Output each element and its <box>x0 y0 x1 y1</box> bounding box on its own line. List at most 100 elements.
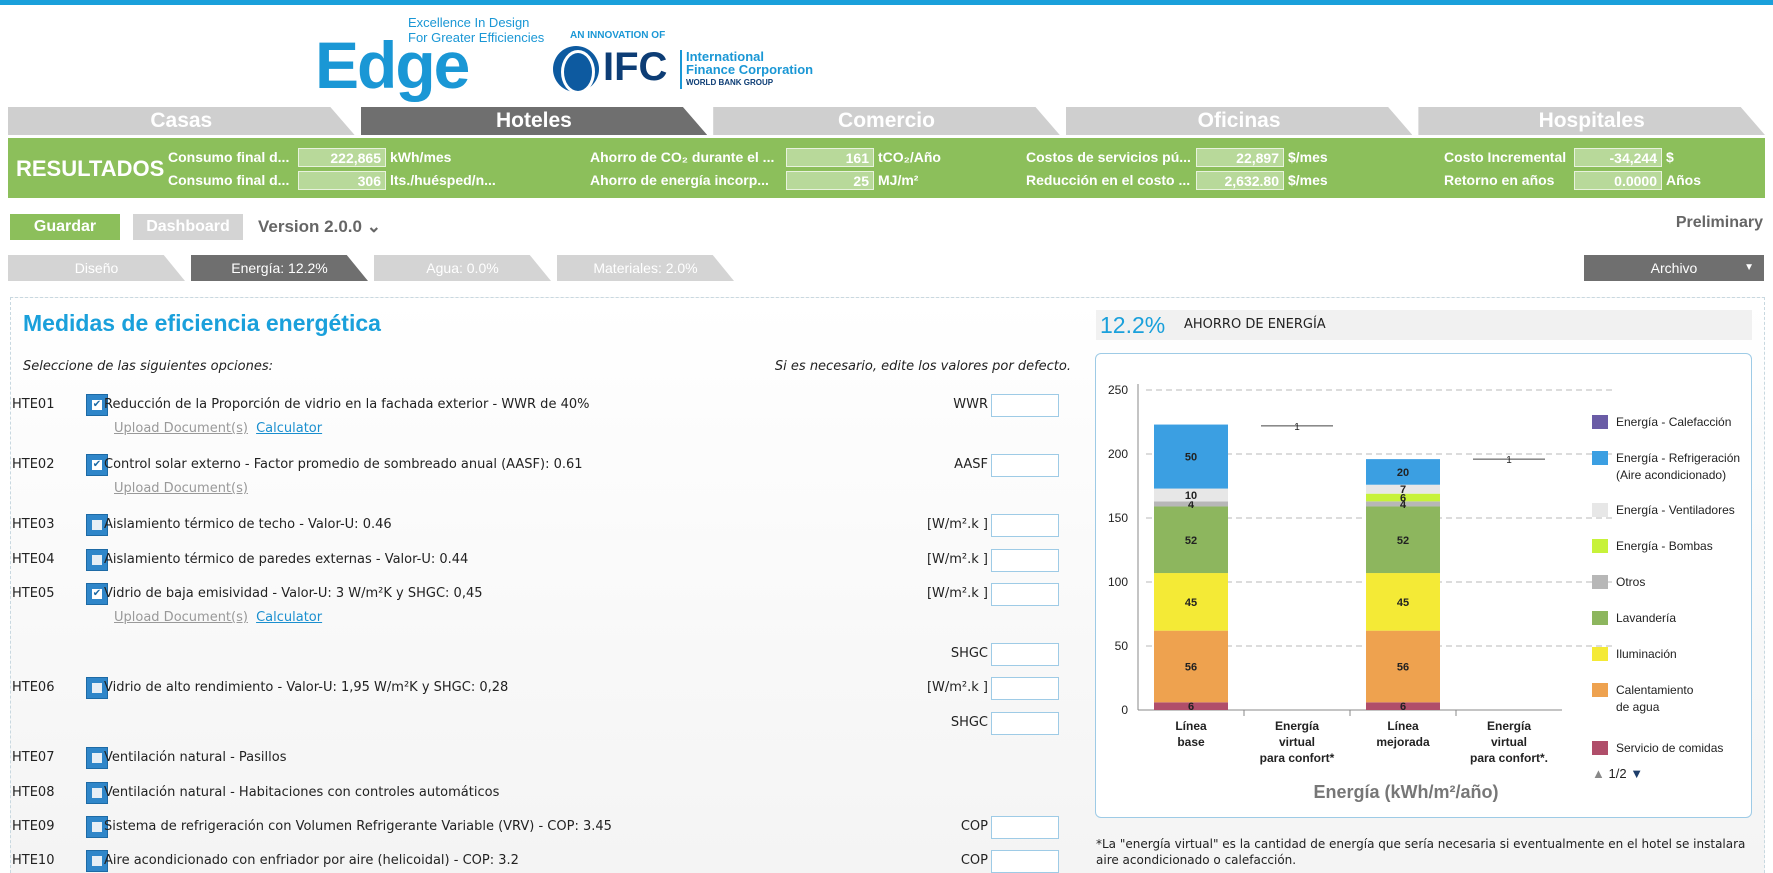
measure-checkbox[interactable] <box>86 782 108 804</box>
legend-swatch <box>1592 741 1608 755</box>
bar-segment <box>1366 501 1440 507</box>
edge-tagline-line-1: Excellence In Design <box>408 15 530 30</box>
wall-u-value-input[interactable] <box>991 549 1059 572</box>
ifc-logo-word: IFC <box>603 45 668 89</box>
pager-page: 1/2 <box>1608 766 1627 781</box>
header: Edge Excellence In Design For Greater Ef… <box>0 5 1773 105</box>
high-perf-shgc-input[interactable] <box>991 712 1059 735</box>
aasf-input[interactable] <box>991 454 1059 477</box>
measure-checkbox[interactable] <box>86 583 108 605</box>
measure-hte02-links: Upload Document(s) <box>114 481 248 496</box>
measure-checkbox[interactable] <box>86 816 108 838</box>
dashboard-button[interactable]: Dashboard <box>133 214 243 240</box>
legend-label: Energía - Calefacción <box>1616 415 1732 429</box>
bar-data-label: 6 <box>1400 493 1406 505</box>
tab-energia[interactable]: Energía: 12.2% <box>191 255 368 281</box>
calculator-link[interactable]: Calculator <box>256 421 323 436</box>
edge-tagline-line-2: For Greater Efficiencies <box>408 30 545 45</box>
measure-description: Control solar externo - Factor promedio … <box>104 457 583 472</box>
bar-data-label: 50 <box>1185 452 1197 464</box>
x-tick-label: Energía virtual para confort* <box>1260 719 1335 765</box>
virtual-energy-footnote: *La "energía virtual" es la cantidad de … <box>1096 837 1746 867</box>
bar-data-label: 52 <box>1397 535 1409 547</box>
measure-code: HTE02 <box>12 457 55 472</box>
legend-label: Calentamiento de agua <box>1616 683 1694 714</box>
results-title: RESULTADOS <box>16 156 165 181</box>
field-label-u-value: [W/m².k ] <box>926 680 988 695</box>
tab-agua[interactable]: Agua: 0.0% <box>374 255 551 281</box>
measure-checkbox[interactable] <box>86 394 108 416</box>
bar-data-label: 45 <box>1185 597 1197 609</box>
bar-segment <box>1366 493 1440 502</box>
measure-checkbox[interactable] <box>86 454 108 476</box>
y-tick-label: 250 <box>1108 383 1128 397</box>
low-e-shgc-input[interactable] <box>991 643 1059 666</box>
result-unit: tCO₂/Año <box>878 149 941 165</box>
high-perf-u-value-input[interactable] <box>991 677 1059 700</box>
tab-diseno[interactable]: Diseño <box>8 255 185 281</box>
tab-hospitales[interactable]: Hospitales <box>1418 107 1765 135</box>
archivo-dropdown[interactable]: Archivo ▼ <box>1584 255 1764 281</box>
virtual-energy-label: 1 <box>1506 455 1512 466</box>
vrv-cop-input[interactable] <box>991 816 1059 839</box>
energy-chart: 0 50 100 150 200 250 Línea base 6 56 45 52 4 10 50 Ener… <box>1095 353 1752 818</box>
bar-data-label: 56 <box>1185 661 1197 673</box>
x-tick-label: Línea mejorada <box>1376 719 1430 749</box>
legend-swatch <box>1592 415 1608 429</box>
save-button[interactable]: Guardar <box>10 214 120 240</box>
low-e-u-value-input[interactable] <box>991 583 1059 606</box>
status-label: Preliminary <box>1675 214 1763 231</box>
roof-u-value-input[interactable] <box>991 514 1059 537</box>
upload-documents-link[interactable]: Upload Document(s) <box>114 421 248 436</box>
measure-checkbox[interactable] <box>86 514 108 536</box>
chiller-cop-input[interactable] <box>991 850 1059 873</box>
version-selector[interactable]: Version 2.0.0 ⌄ <box>258 217 381 237</box>
measure-checkbox[interactable] <box>86 677 108 699</box>
result-unit: kWh/mes <box>390 149 452 165</box>
triangle-up-icon[interactable]: ▲ <box>1592 766 1605 781</box>
measure-code: HTE05 <box>12 586 55 601</box>
bar-segment <box>1366 506 1440 574</box>
measure-description: Reducción de la Proporción de vidrio en … <box>104 397 590 412</box>
sub-tabs: Diseño Energía: 12.2% Agua: 0.0% Materia… <box>8 255 734 281</box>
result-label: Consumo final d... <box>168 149 290 165</box>
wwr-input[interactable] <box>991 394 1059 417</box>
legend-swatch <box>1592 647 1608 661</box>
measure-description: Vidrio de baja emisividad - Valor-U: 3 W… <box>104 586 483 601</box>
measure-description: Sistema de refrigeración con Volumen Ref… <box>104 819 612 834</box>
upload-documents-link[interactable]: Upload Document(s) <box>114 610 248 625</box>
chart-x-axis-title: Energía (kWh/m²/año) <box>1313 782 1499 802</box>
bar-segment <box>1366 573 1440 631</box>
version-label: Version 2.0.0 <box>258 217 362 236</box>
y-tick-label: 50 <box>1115 639 1129 653</box>
tab-casas[interactable]: Casas <box>8 107 355 135</box>
energy-saving-percent: 12.2% <box>1100 312 1166 338</box>
result-value: -34,244 <box>1574 147 1662 167</box>
result-water-consumption: Consumo final d... 306 lts./huésped/n... <box>168 170 496 190</box>
measure-code: HTE06 <box>12 680 55 695</box>
legend-label: Otros <box>1616 575 1646 589</box>
triangle-down-icon[interactable]: ▼ <box>1630 766 1644 781</box>
result-energy-consumption: Consumo final d... 222,865 kWh/mes <box>168 147 451 167</box>
edit-note: Si es necesario, edite los valores por d… <box>774 359 1071 374</box>
result-value: 222,865 <box>298 147 386 167</box>
energy-saving-header: 12.2% AHORRO DE ENERGÍA <box>1096 310 1752 340</box>
tab-oficinas[interactable]: Oficinas <box>1065 107 1413 135</box>
y-tick-label: 200 <box>1108 447 1128 461</box>
measure-checkbox[interactable] <box>86 549 108 571</box>
legend-swatch <box>1592 611 1608 625</box>
tab-materiales[interactable]: Materiales: 2.0% <box>557 255 734 281</box>
measure-code: HTE01 <box>12 397 55 412</box>
bar-data-label: 10 <box>1185 490 1197 502</box>
legend-swatch <box>1592 451 1608 465</box>
result-embodied-energy: Ahorro de energía incorp... 25 MJ/m² <box>590 170 918 190</box>
measure-checkbox[interactable] <box>86 747 108 769</box>
measure-checkbox[interactable] <box>86 850 108 872</box>
y-tick-label: 100 <box>1108 575 1128 589</box>
upload-documents-link[interactable]: Upload Document(s) <box>114 481 248 496</box>
ifc-name: International Finance Corporation WORLD … <box>680 50 813 89</box>
tab-hoteles[interactable]: Hoteles <box>360 107 708 135</box>
calculator-link[interactable]: Calculator <box>256 610 323 625</box>
bar-segment <box>1154 573 1228 631</box>
tab-comercio[interactable]: Comercio <box>713 107 1060 135</box>
